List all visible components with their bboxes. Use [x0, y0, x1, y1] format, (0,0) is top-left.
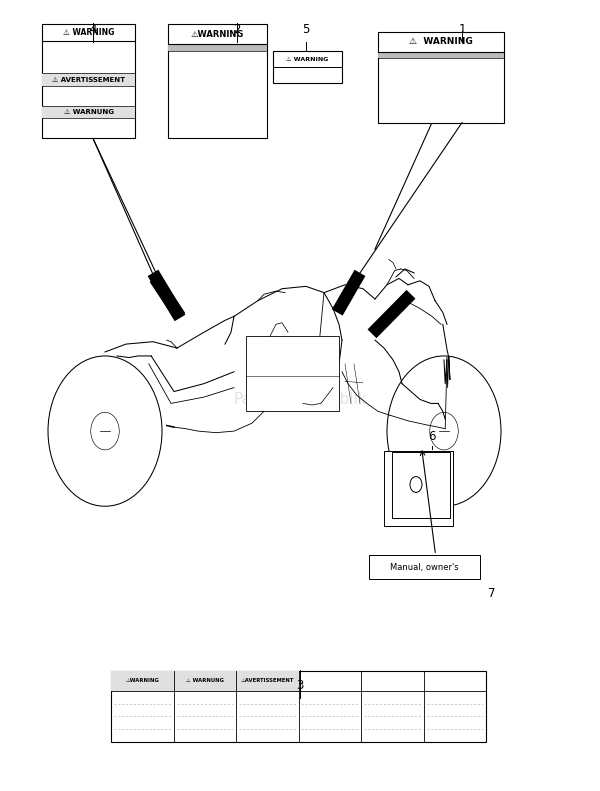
Text: ⚠  WARNING: ⚠ WARNING — [409, 37, 473, 46]
Bar — [378, 32, 504, 123]
Text: PartSkenRepublik: PartSkenRepublik — [233, 392, 367, 407]
Bar — [42, 24, 135, 138]
Text: 4: 4 — [89, 23, 97, 36]
Bar — [168, 44, 267, 51]
Bar — [378, 51, 504, 58]
Text: 7: 7 — [488, 587, 496, 600]
Bar — [246, 336, 339, 411]
Bar — [111, 671, 299, 691]
Bar — [111, 671, 486, 742]
Text: ⚠WARNING: ⚠WARNING — [191, 29, 244, 39]
Text: ⚠ WARNING: ⚠ WARNING — [286, 57, 329, 62]
Text: ⚠ WARNING: ⚠ WARNING — [63, 28, 114, 37]
Text: 1: 1 — [458, 23, 466, 36]
Text: ⚠ AVERTISSEMENT: ⚠ AVERTISSEMENT — [52, 77, 125, 82]
Text: 3: 3 — [296, 679, 304, 692]
Text: ⚠WARNING: ⚠WARNING — [125, 678, 159, 683]
Bar — [369, 555, 480, 579]
Bar — [42, 74, 135, 85]
Text: Manual, owner's: Manual, owner's — [390, 562, 459, 572]
Bar — [168, 24, 267, 138]
Bar — [42, 106, 135, 119]
Text: ⚠ WARNUNG: ⚠ WARNUNG — [64, 109, 113, 115]
Text: ⚠ WARNUNG: ⚠ WARNUNG — [186, 678, 224, 683]
Bar — [392, 452, 451, 518]
Bar — [384, 451, 453, 526]
Text: 6: 6 — [428, 430, 436, 443]
Text: 5: 5 — [302, 23, 310, 36]
Text: 2: 2 — [233, 23, 241, 36]
Text: ⚠AVERTISSEMENT: ⚠AVERTISSEMENT — [241, 678, 294, 683]
Bar — [273, 51, 342, 83]
